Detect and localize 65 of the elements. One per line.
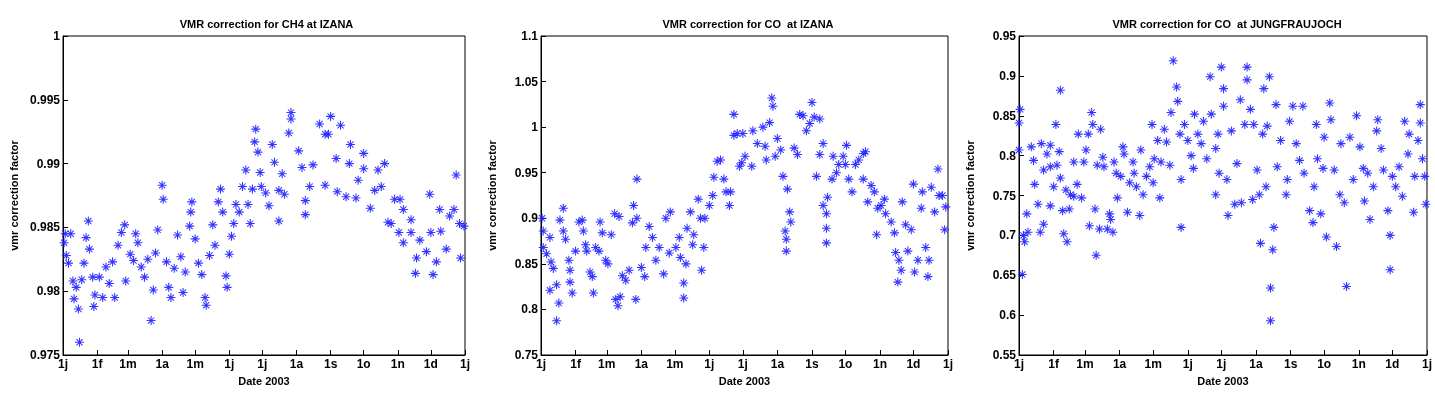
y-tick-label: 0.7: [999, 228, 1017, 243]
x-tick-label: 1f: [1048, 357, 1060, 371]
y-tick-label: 0.9: [999, 68, 1017, 83]
y-tick-label: 0.65: [992, 268, 1017, 283]
x-tick-label: 1o: [1317, 357, 1332, 371]
x-tick-label: 1m: [598, 357, 616, 371]
x-tick-label: 1a: [770, 357, 785, 371]
y-axis-title: vmr correction factor: [963, 139, 976, 251]
x-tick-label: 1j: [1216, 357, 1227, 371]
x-tick-label: 1j: [257, 357, 268, 371]
x-tick-label: 1s: [805, 357, 819, 371]
x-tick-label: 1s: [1283, 357, 1298, 371]
x-tick-label: 1j: [942, 357, 953, 371]
x-tick-label: 1a: [634, 357, 649, 371]
y-axis-title: vmr correction factor: [7, 139, 20, 251]
y-tick-label: 0.995: [29, 92, 61, 107]
x-tick-label: 1s: [323, 357, 338, 371]
y-axis-title: vmr correction factor: [485, 139, 498, 251]
y-tick-label: 0.85: [514, 256, 539, 271]
y-tick-label: 0.8: [521, 302, 539, 317]
y-tick-label: 0.99: [36, 156, 61, 171]
x-axis-title: Date 2003: [718, 374, 771, 387]
y-tick-label: 0.95: [514, 165, 539, 180]
x-tick-label: 1f: [91, 357, 104, 371]
x-tick-label: 1f: [570, 357, 582, 371]
y-tick-label: 0.98: [36, 284, 61, 299]
y-tick-label: 1.1: [521, 29, 539, 43]
x-tick-label: 1a: [1112, 357, 1127, 371]
x-tick-label: 1a: [1249, 357, 1263, 371]
x-tick-label: 1j: [737, 357, 748, 371]
x-tick-label: 1a: [155, 357, 170, 371]
x-tick-label: 1j: [1421, 357, 1432, 371]
y-tick-label: 1: [531, 120, 539, 135]
x-tick-label: 1n: [872, 357, 887, 371]
chart-title: VMR correction for CO at IZANA: [662, 17, 834, 30]
x-tick-label: 1j: [224, 357, 235, 371]
x-tick-label: 1o: [838, 357, 853, 371]
y-tick-label: 1.05: [514, 74, 539, 89]
x-tick-label: 1m: [186, 357, 204, 371]
y-tick-label: 0.6: [999, 308, 1017, 323]
x-tick-label: 1d: [1385, 357, 1400, 371]
y-tick-label: 0.95: [992, 29, 1017, 43]
x-tick-label: 1m: [1144, 357, 1162, 371]
x-tick-label: 1m: [119, 357, 137, 371]
x-axis-title: Date 2003: [1197, 374, 1249, 387]
x-tick-label: 1j: [1182, 357, 1193, 371]
x-tick-label: 1o: [356, 357, 371, 371]
x-tick-label: 1d: [423, 357, 438, 371]
y-tick-label: 0.985: [29, 220, 61, 235]
x-tick-label: 1j: [704, 357, 715, 371]
y-tick-label: 0.9: [521, 211, 539, 226]
x-tick-label: 1m: [1076, 357, 1094, 371]
x-tick-label: 1m: [666, 357, 684, 371]
y-tick-label: 1: [53, 29, 61, 43]
chart-title: VMR correction for CO at JUNGFRAUJOCH: [1112, 17, 1342, 30]
x-tick-label: 1n: [390, 357, 405, 371]
x-tick-label: 1d: [906, 357, 921, 371]
x-tick-label: 1n: [1351, 357, 1366, 371]
y-tick-label: 0.8: [999, 148, 1017, 163]
chart-title: VMR correction for CH4 at IZANA: [179, 17, 354, 30]
x-axis-title: Date 2003: [238, 374, 290, 387]
y-tick-label: 0.85: [992, 108, 1017, 123]
y-tick-label: 0.75: [992, 188, 1017, 203]
x-tick-label: 1a: [289, 357, 304, 371]
x-tick-label: 1j: [459, 357, 471, 371]
